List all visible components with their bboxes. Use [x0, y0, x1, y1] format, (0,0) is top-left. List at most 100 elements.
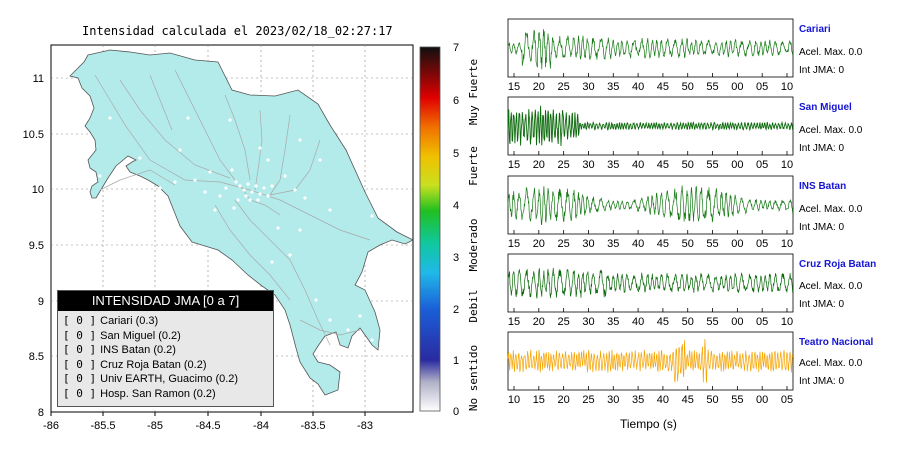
colorbar-tick: 6: [453, 95, 460, 107]
station-dot: [224, 186, 228, 190]
legend-title: INTENSIDAD JMA [0 a 7]: [58, 291, 273, 311]
time-tick: 00: [731, 159, 743, 171]
time-tick: 45: [657, 238, 669, 250]
station-name-cariari: Cariari: [799, 24, 831, 35]
station-dot: [370, 338, 374, 342]
intensity-legend: INTENSIDAD JMA [0 a 7] [ 0 ] Cariari (0.3…: [57, 290, 274, 407]
time-tick: 50: [682, 81, 694, 93]
station-dot: [288, 253, 292, 257]
time-tick: 40: [632, 81, 644, 93]
time-tick: 30: [582, 316, 594, 328]
station-dot: [293, 188, 297, 192]
x-tick: -85.5: [90, 420, 115, 432]
time-tick: 25: [582, 394, 594, 406]
station-dot: [270, 260, 274, 264]
map-y-axis: 11 10.5 10 9.5 9 8.5 8: [23, 73, 44, 419]
station-dot: [118, 193, 122, 197]
time-tick: 45: [657, 159, 669, 171]
time-axis-label: Tiempo (s): [620, 417, 677, 431]
time-tick: 40: [632, 316, 644, 328]
time-tick: 55: [706, 238, 718, 250]
station-dot: [244, 194, 248, 198]
time-tick: 55: [731, 394, 743, 406]
colorbar-tick: 0: [453, 406, 460, 418]
legend-item: [ 0 ] Hosp. San Ramon (0.2): [63, 386, 216, 400]
station-dot: [138, 156, 142, 160]
station-dot: [254, 184, 258, 188]
map-x-axis: -86 -85.5 -85 -84.5 -84 -83.5 -83: [43, 412, 373, 432]
station-dot: [314, 298, 318, 302]
station-name-cruz-roja-batan: Cruz Roja Batan: [799, 259, 877, 270]
y-tick: 10: [32, 184, 44, 196]
x-tick: -84.5: [195, 420, 220, 432]
time-tick: 45: [657, 81, 669, 93]
colorbar-tick: 4: [453, 200, 460, 212]
time-tick: 15: [508, 238, 520, 250]
station-dot: [298, 138, 302, 142]
legend-item: [ 0 ] San Miguel (0.2): [63, 328, 181, 342]
station-jma: Int JMA: 0: [799, 143, 845, 154]
station-dot: [108, 116, 112, 120]
y-tick: 8.5: [29, 351, 44, 363]
time-tick: 15: [508, 81, 520, 93]
station-dot: [178, 148, 182, 152]
label-debil: Debil: [467, 289, 480, 322]
station-dot: [266, 158, 270, 162]
station-dot: [213, 208, 217, 212]
time-tick: 25: [558, 316, 570, 328]
time-tick: 50: [706, 394, 718, 406]
time-tick: 10: [781, 316, 793, 328]
time-tick: 55: [706, 159, 718, 171]
station-dot: [236, 198, 240, 202]
waveform-teatro-nacional: 10 15 20 25 30 35 40 45 50 55 00 05: [507, 331, 794, 406]
colorbar-labels: Muy Fuerte Fuerte Moderado Debil No sent…: [467, 59, 480, 411]
time-tick: 00: [731, 316, 743, 328]
station-dot: [246, 182, 250, 186]
waveform-cariari: 15 20 25 30 35 40 45 50 55 00 05 10: [507, 18, 794, 93]
x-tick: -84: [253, 420, 269, 432]
waveform-san-miguel: 15 20 25 30 35 40 45 50 55 00 05 10: [507, 96, 794, 171]
station-dot: [234, 180, 238, 184]
station-dot: [158, 186, 162, 190]
map-title: Intensidad calculada el 2023/02/18_02:27…: [82, 24, 393, 38]
station-dot: [358, 314, 362, 318]
station-jma: Int JMA: 0: [799, 299, 845, 310]
time-tick: 00: [756, 394, 768, 406]
station-name-san-miguel: San Miguel: [799, 102, 852, 113]
time-tick: 55: [706, 316, 718, 328]
time-tick: 35: [607, 316, 619, 328]
colorbar-tick: 2: [453, 304, 460, 316]
station-dot: [148, 208, 152, 212]
time-tick: 10: [781, 81, 793, 93]
y-tick: 10.5: [23, 129, 44, 141]
time-tick: 20: [533, 316, 545, 328]
time-tick: 50: [682, 238, 694, 250]
colorbar-tick: 7: [453, 42, 460, 54]
label-fuerte: Fuerte: [467, 146, 480, 186]
station-dot: [346, 328, 350, 332]
time-tick: 35: [607, 81, 619, 93]
legend-item: [ 0 ] Cruz Roja Batan (0.2): [63, 357, 207, 371]
waveform-ins-batan: 15 20 25 30 35 40 45 50 55 00 05 10: [507, 175, 794, 250]
road-network: [94, 69, 371, 346]
time-tick: 05: [781, 394, 793, 406]
time-tick: 15: [508, 159, 520, 171]
station-dot: [318, 158, 322, 162]
waveform-trace: [507, 105, 794, 147]
x-tick: -83: [357, 420, 373, 432]
station-dot: [328, 318, 332, 322]
station-dot: [232, 206, 236, 210]
x-tick: -86: [43, 420, 59, 432]
station-name-teatro-nacional: Teatro Nacional: [799, 337, 874, 348]
station-dot: [248, 198, 252, 202]
colorbar-tick: 1: [453, 355, 460, 367]
station-dot: [276, 226, 280, 230]
time-tick: 55: [706, 81, 718, 93]
station-dot: [370, 214, 374, 218]
legend-item: [ 0 ] Univ EARTH, Guacimo (0.2): [63, 372, 239, 386]
station-dot: [203, 190, 207, 194]
time-tick: 20: [533, 81, 545, 93]
station-markers: [98, 116, 374, 342]
colorbar-tick: 5: [453, 148, 460, 160]
station-accel: Acel. Max. 0.0: [799, 358, 863, 369]
